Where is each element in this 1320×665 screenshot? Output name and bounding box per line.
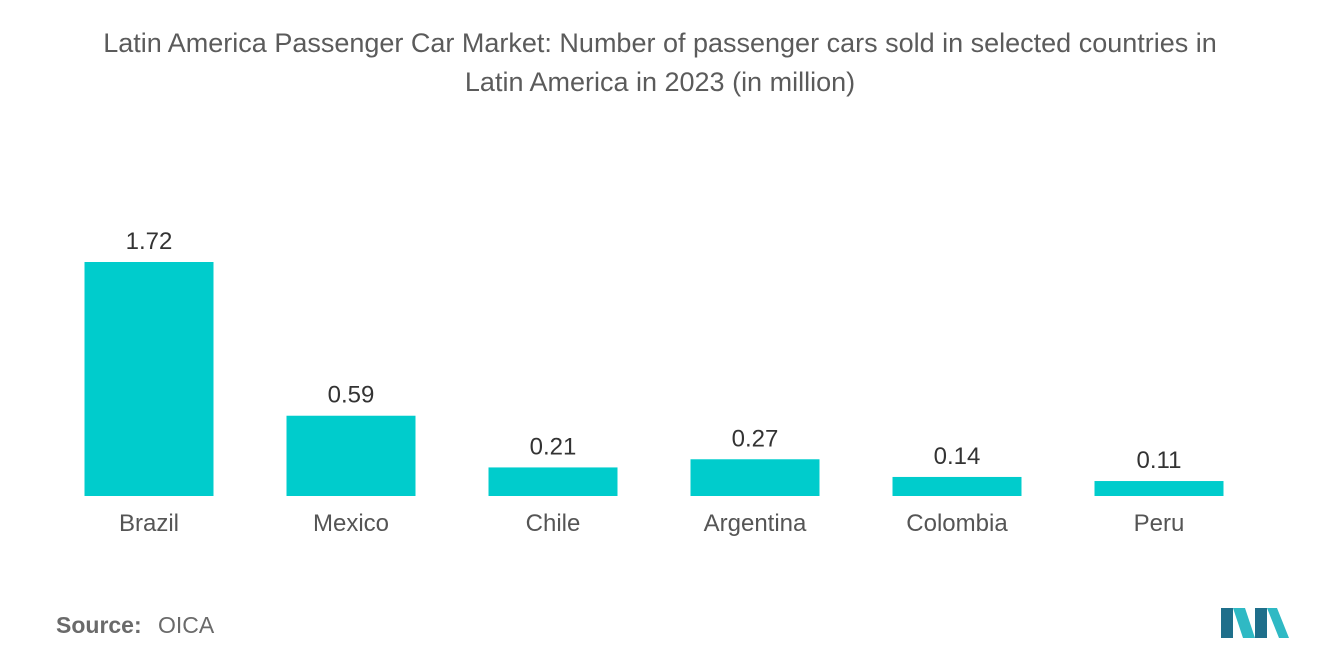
bar-chile — [488, 467, 618, 496]
mordor-intelligence-logo-icon — [1221, 608, 1289, 638]
value-label-brazil: 1.72 — [126, 228, 173, 255]
bar-brazil — [84, 262, 214, 496]
value-label-argentina: 0.27 — [732, 425, 779, 452]
category-label-chile: Chile — [526, 510, 581, 537]
chart-title-line-1: Latin America Passenger Car Market: Numb… — [103, 28, 1217, 58]
source-note: Source: OICA — [56, 612, 214, 639]
category-label-colombia: Colombia — [906, 510, 1008, 537]
value-label-chile: 0.21 — [530, 433, 577, 460]
bar-peru — [1094, 481, 1224, 496]
category-label-brazil: Brazil — [119, 510, 179, 537]
bar-argentina — [690, 459, 820, 496]
value-label-colombia: 0.14 — [934, 443, 981, 470]
category-label-argentina: Argentina — [704, 510, 807, 537]
bar-mexico — [286, 415, 416, 496]
source-value: OICA — [158, 612, 215, 638]
chart-title-line-2: Latin America in 2023 (in million) — [464, 67, 856, 97]
value-label-peru: 0.11 — [1137, 447, 1182, 474]
chart-title: Latin America Passenger Car Market: Numb… — [0, 24, 1320, 102]
bar-colombia — [892, 476, 1022, 496]
category-label-peru: Peru — [1134, 510, 1185, 537]
value-label-mexico: 0.59 — [328, 382, 375, 409]
source-label: Source: — [56, 612, 142, 638]
category-label-mexico: Mexico — [313, 510, 389, 537]
